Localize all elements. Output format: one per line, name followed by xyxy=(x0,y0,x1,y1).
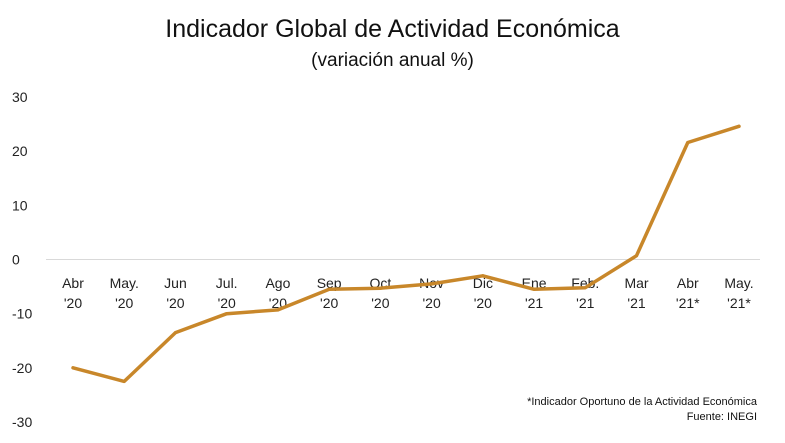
data-point xyxy=(71,366,75,370)
data-point xyxy=(686,141,690,144)
footnote-indicator-note: *Indicador Oportuno de la Actividad Econ… xyxy=(527,396,757,408)
x-tick-label-year: '20 xyxy=(218,295,236,311)
x-tick-label-year: '21* xyxy=(676,295,700,311)
x-tick-label-month: Abr xyxy=(677,275,699,291)
y-tick-label: 20 xyxy=(12,143,28,159)
x-tick-label-year: '21 xyxy=(576,295,594,311)
x-tick-label-year: '20 xyxy=(64,295,82,311)
series-line-0 xyxy=(71,124,741,384)
chart-title: Indicador Global de Actividad Económica xyxy=(165,15,620,43)
data-point xyxy=(225,312,229,316)
x-tick-label-month: Sep xyxy=(317,275,342,291)
x-tick-label-year: '20 xyxy=(320,295,338,311)
x-tick-label-year: '21* xyxy=(727,295,751,311)
x-tick-label-year: '20 xyxy=(371,295,389,311)
x-tick-label-month: May. xyxy=(110,275,139,291)
data-point xyxy=(122,379,126,383)
x-tick-label-year: '20 xyxy=(422,295,440,311)
x-tick-label-month: Jun xyxy=(164,275,187,291)
data-point xyxy=(378,286,382,290)
x-tick-label-year: '20 xyxy=(115,295,133,311)
x-tick-label-month: Jul. xyxy=(216,275,238,291)
x-tick-label-month: Ago xyxy=(265,275,290,291)
x-tick-label-month: Dic xyxy=(473,275,493,291)
footnote-source: Fuente: INEGI xyxy=(686,411,757,423)
data-point xyxy=(583,286,587,290)
chart-footnotes: *Indicador Oportuno de la Actividad Econ… xyxy=(527,395,757,425)
data-point xyxy=(430,282,434,286)
x-tick-label-month: Mar xyxy=(624,275,648,291)
data-point xyxy=(481,274,485,278)
x-tick-label-year: '21 xyxy=(525,295,543,311)
y-tick-label: -10 xyxy=(12,306,32,322)
y-tick-label: 30 xyxy=(12,89,28,105)
data-point xyxy=(276,308,280,312)
y-tick-label: -30 xyxy=(12,414,32,430)
y-tick-label: 10 xyxy=(12,197,28,213)
data-point xyxy=(532,287,536,291)
x-tick-label-month: May. xyxy=(724,275,753,291)
x-tick-label-year: '20 xyxy=(166,295,184,311)
x-tick-label-year: '20 xyxy=(474,295,492,311)
data-point xyxy=(635,254,639,258)
data-point xyxy=(173,331,177,335)
y-tick-label: 0 xyxy=(12,252,20,268)
data-point xyxy=(327,287,331,291)
data-point xyxy=(737,124,741,128)
y-tick-label: -20 xyxy=(12,360,32,376)
chart-subtitle: (variación anual %) xyxy=(311,50,474,71)
x-tick-label-year: '21 xyxy=(627,295,645,311)
x-tick-label-month: Abr xyxy=(62,275,84,291)
